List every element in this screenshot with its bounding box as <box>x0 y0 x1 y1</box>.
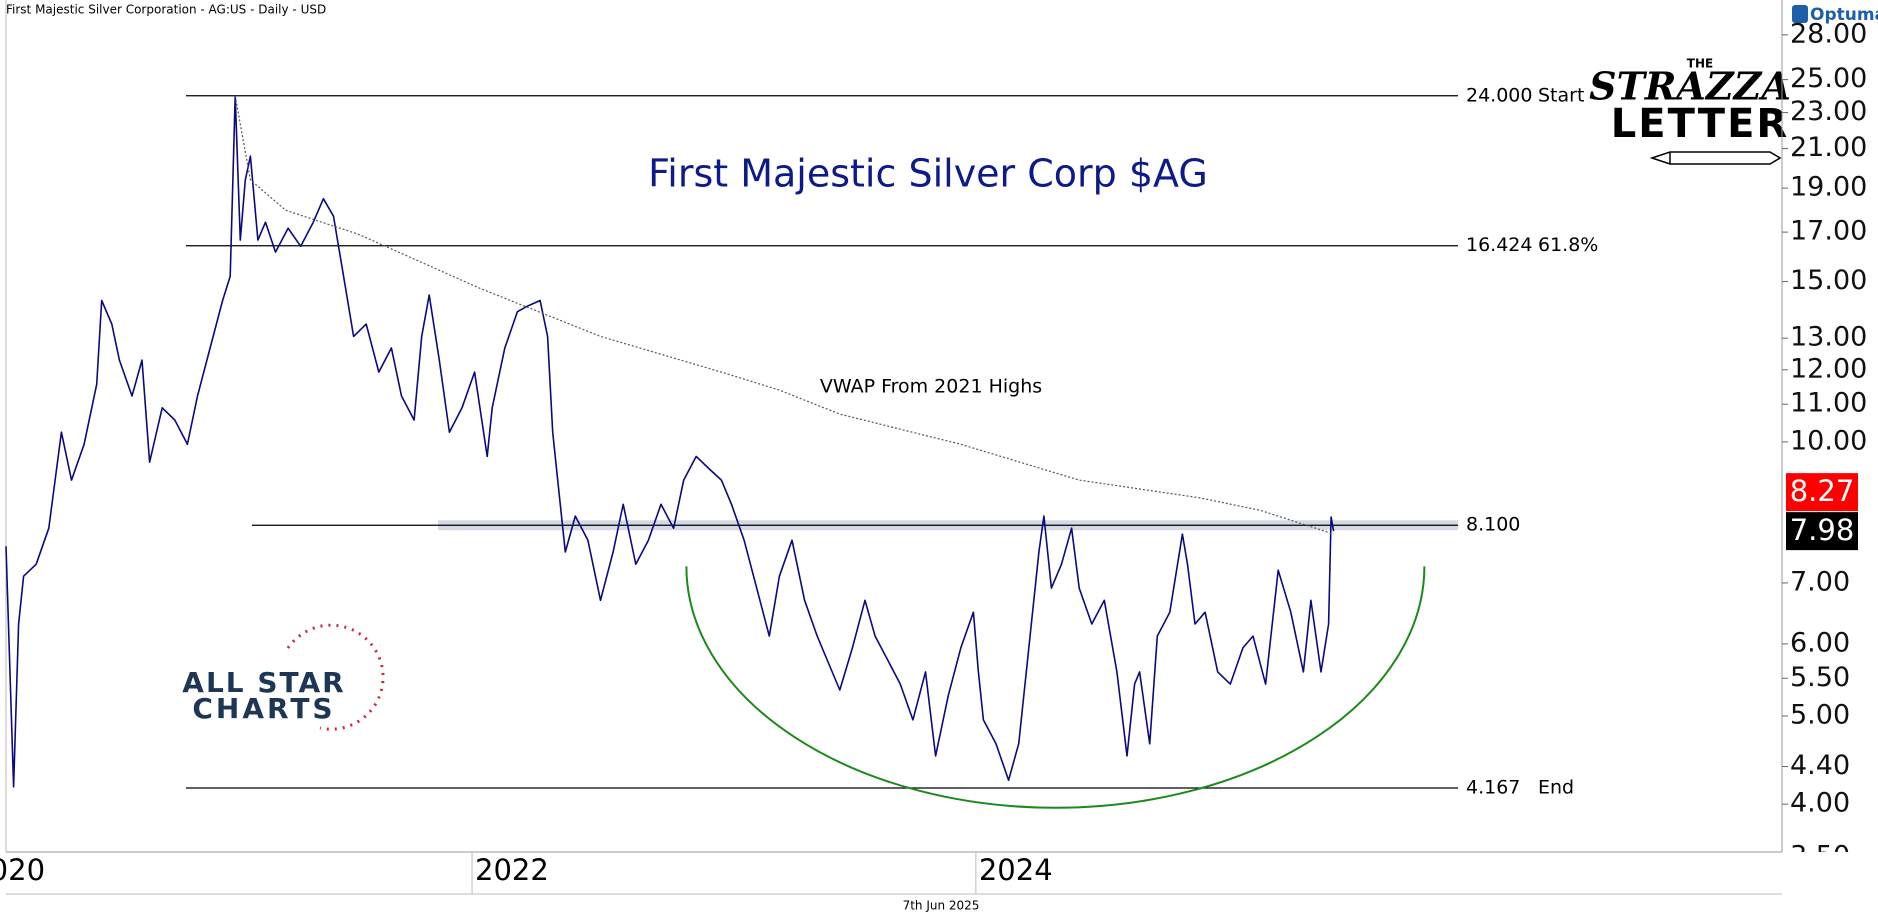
x-axis-strip <box>0 852 1878 924</box>
y-tick-label: 6.00 <box>1790 627 1850 658</box>
level-label: 16.424 <box>1466 234 1532 256</box>
y-tick-label: 11.00 <box>1790 388 1867 419</box>
logo-text: Optuma <box>1810 5 1878 25</box>
y-tick-label: 15.00 <box>1790 265 1867 296</box>
cup-arc <box>685 566 1426 809</box>
level-name: 61.8% <box>1538 234 1598 256</box>
y-tick-label: 23.00 <box>1790 96 1867 127</box>
y-tick-label: 7.00 <box>1790 566 1850 597</box>
x-tick-label: 2022 <box>475 853 549 887</box>
level-label: 24.000 <box>1466 84 1532 106</box>
y-tick-label: 13.00 <box>1790 322 1867 353</box>
level-label: 4.167 <box>1466 777 1520 799</box>
y-tick-label: 4.40 <box>1790 750 1850 781</box>
level-label: 8.100 <box>1466 514 1520 536</box>
series-line <box>234 95 1334 535</box>
series-line <box>5 95 1335 788</box>
y-tick-label: 5.00 <box>1790 699 1850 730</box>
logo-text: CHARTS <box>192 692 335 725</box>
y-tick-label: 21.00 <box>1790 132 1867 163</box>
strazza-logo: THE STRAZZA LETTER <box>1589 57 1791 165</box>
y-tick-label: 5.50 <box>1790 662 1850 693</box>
y-tick-label: 17.00 <box>1790 216 1867 247</box>
price-label-box <box>1786 512 1858 551</box>
annotation: VWAP From 2021 Highs <box>820 376 1042 398</box>
star-arc <box>286 623 385 731</box>
logo-text: LETTER <box>1611 101 1789 147</box>
level-name: End <box>1538 777 1574 799</box>
price-label-box <box>1786 473 1858 512</box>
y-tick-label: 12.00 <box>1790 353 1867 384</box>
chart-header: First Majestic Silver Corporation - AG:U… <box>6 3 326 17</box>
chart-title: First Majestic Silver Corp $AG <box>648 152 1208 196</box>
price-label: 8.27 <box>1790 474 1855 508</box>
logo-text: ALL STAR <box>182 666 345 699</box>
logo-text: STRAZZA <box>1589 64 1791 109</box>
chart-footer: 7th Jun 2025 <box>903 899 980 913</box>
y-tick-label: 19.00 <box>1790 172 1867 203</box>
x-tick-label: 2024 <box>979 853 1053 887</box>
y-tick-label: 10.00 <box>1790 425 1867 456</box>
level-name: Start <box>1538 84 1584 106</box>
allstar-logo: ALL STAR CHARTS <box>182 623 385 731</box>
optuma-icon <box>1792 5 1808 23</box>
plot-area: 24.000 Start 16.424 61.8% 8.100 4.167 End <box>5 0 1598 852</box>
y-tick-label: 28.00 <box>1790 18 1867 49</box>
pen-icon <box>1649 151 1782 165</box>
price-label: 7.98 <box>1790 513 1855 547</box>
optuma-logo: Optuma <box>1792 5 1878 25</box>
logo-text: THE <box>1687 57 1713 71</box>
y-tick-label: 25.00 <box>1790 63 1867 94</box>
y-tick-label: 4.00 <box>1790 788 1850 819</box>
